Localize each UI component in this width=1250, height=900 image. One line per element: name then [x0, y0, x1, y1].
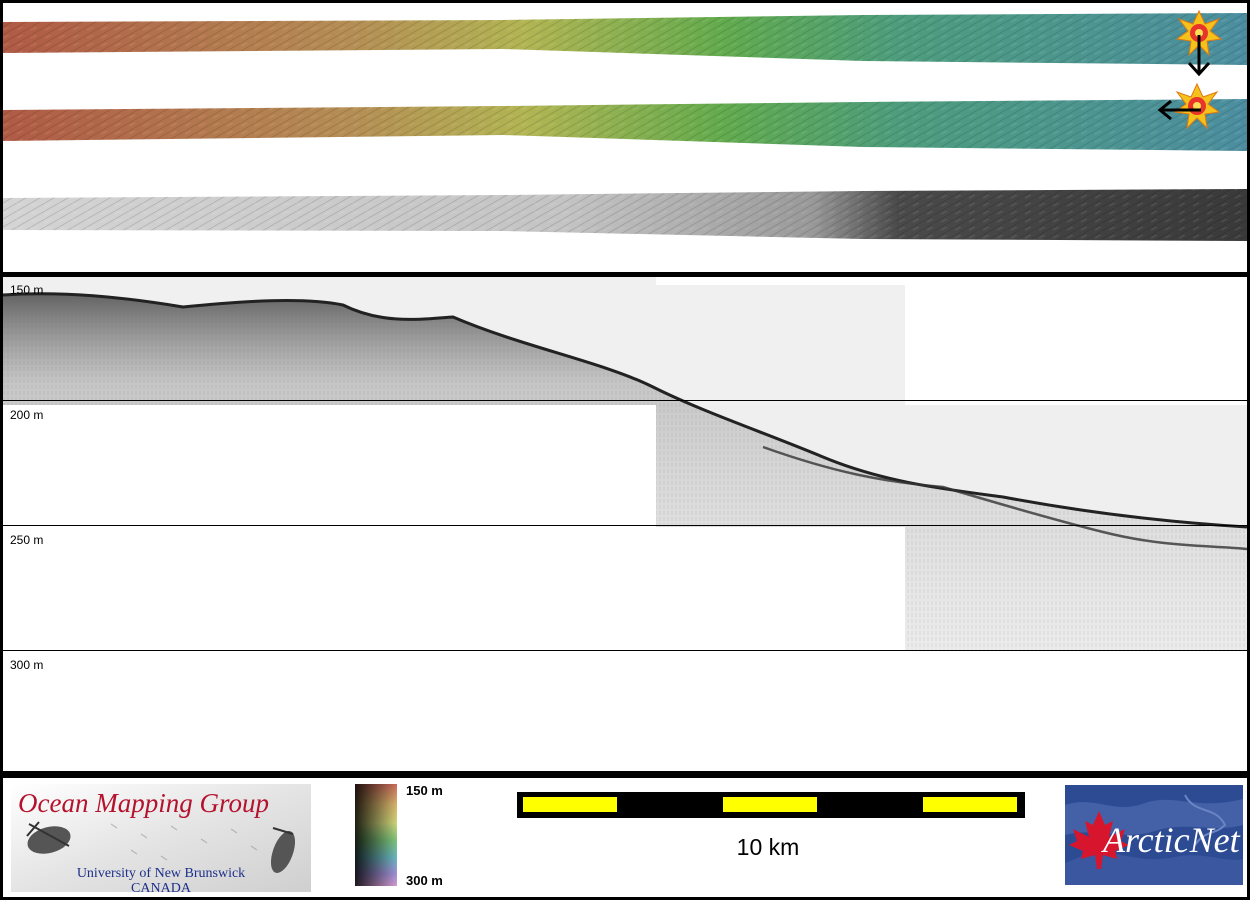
depth-gridline-300 [3, 650, 1247, 651]
depth-gridline-250 [3, 525, 1247, 526]
arrow-left-icon [1157, 99, 1201, 121]
seabed-reflector [3, 292, 1247, 529]
omg-country: CANADA [131, 881, 191, 893]
omg-university: University of New Brunswick [76, 866, 246, 881]
depth-label-250: 250 m [10, 533, 44, 547]
scale-bar-label: 10 km [736, 834, 800, 860]
depth-colorbar [355, 784, 397, 886]
seismic-profile-panel: 150 m 200 m 250 m 300 m [3, 277, 1247, 771]
scale-bar [517, 792, 1025, 818]
depth-label-150: 150 m [10, 283, 44, 297]
depth-gridline-200 [3, 400, 1247, 401]
auv-icon [26, 821, 71, 854]
auv-icon [270, 827, 296, 873]
colorbar-top-label: 150 m [406, 783, 443, 798]
colorbar-bottom-label: 300 m [406, 873, 443, 888]
subbottom-reflector [762, 445, 1247, 551]
arcticnet-logo: ArcticNet [1065, 785, 1243, 885]
ocean-mapping-group-logo: Ocean Mapping Group University of New Br… [11, 784, 311, 892]
legend-panel: Ocean Mapping Group University of New Br… [3, 778, 1247, 897]
depth-label-300: 300 m [10, 658, 44, 672]
arrow-down-icon [1187, 35, 1211, 77]
omg-title: Ocean Mapping Group [18, 788, 269, 818]
profile-image [3, 277, 1247, 651]
maple-leaf-icon [1069, 811, 1129, 869]
arcticnet-text: ArcticNet [1103, 820, 1240, 860]
swath-strips [3, 9, 1247, 241]
swath-maps-panel [3, 3, 1247, 272]
depth-label-200: 200 m [10, 408, 44, 422]
